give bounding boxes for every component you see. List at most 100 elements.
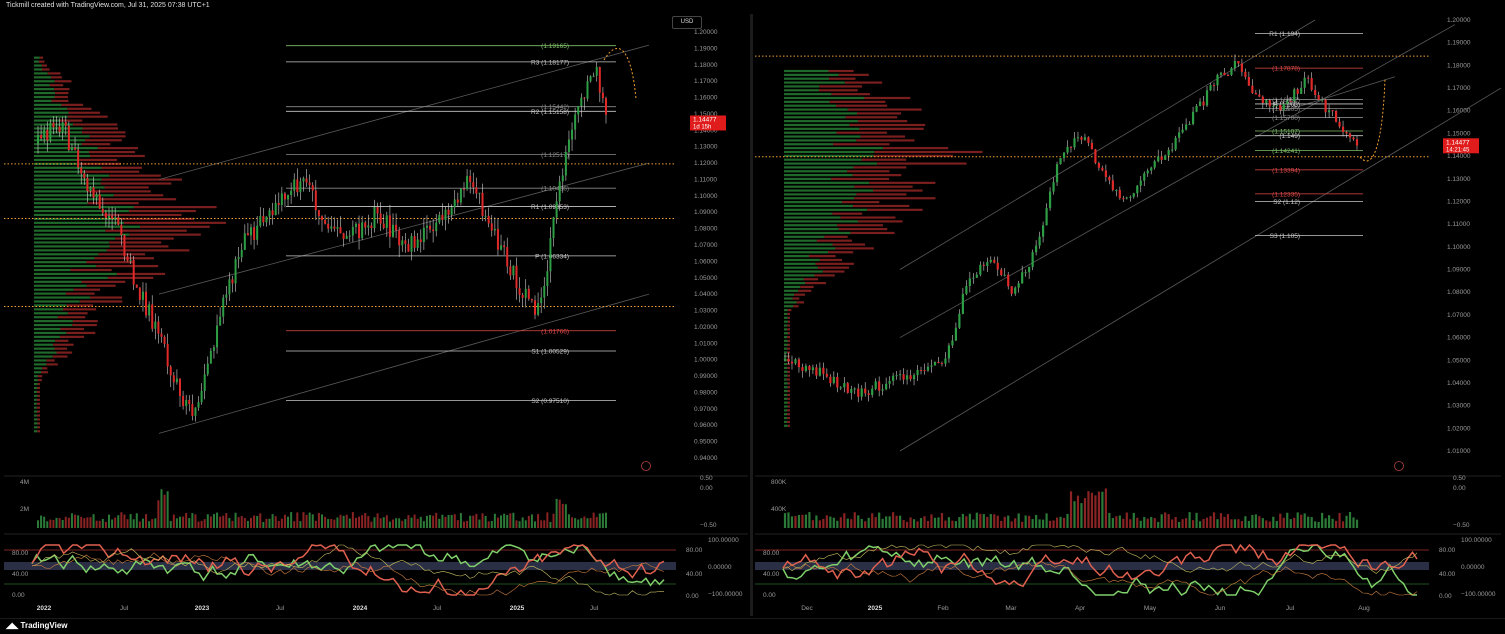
volume-bar (447, 514, 450, 528)
volume-bar (1327, 515, 1331, 528)
candle-body (571, 129, 574, 140)
candle-body (1164, 155, 1167, 160)
volume-profile-bar-up (784, 308, 788, 312)
candle-body (86, 177, 89, 192)
volume-profile-bar-up (34, 68, 43, 71)
volume-profile-bar-down (832, 243, 866, 246)
candle-body (151, 304, 154, 329)
time-axis-label: 2022 (37, 605, 52, 612)
level-label: R2 (1.15158) (531, 109, 569, 116)
volume-profile-bar-up (34, 268, 71, 272)
candle-body (982, 264, 985, 266)
volume-profile-bar-up (784, 293, 795, 296)
left-chart-panel[interactable]: USD 1.20000 1.19000 1.18000 1.17000 1.16000 1… (4, 14, 748, 616)
price-axis-label: 1.11000 (1447, 221, 1470, 228)
candle-body (1338, 121, 1341, 127)
volume-profile-bar-up (34, 320, 73, 323)
candle-body (965, 285, 968, 294)
volume-bar (940, 513, 944, 528)
candle-body (1069, 146, 1073, 148)
volume-bar (909, 517, 912, 528)
volume-profile-bar-up (784, 297, 793, 300)
right-chart-panel[interactable]: 1.20000 1.19000 1.18000 1.17000 1.16000 1.150… (755, 14, 1501, 616)
volume-bar (185, 512, 188, 528)
volume-bar (1132, 512, 1135, 528)
candle-body (108, 215, 110, 218)
volume-profile-bar-down (101, 166, 143, 169)
candle-body (546, 271, 549, 286)
candle-body (1014, 287, 1017, 294)
volume-bar (1125, 512, 1128, 528)
volume-bar (463, 521, 465, 528)
panel-divider[interactable] (750, 14, 753, 616)
candle-body (1048, 191, 1052, 209)
volume-profile-bar-down (845, 116, 898, 119)
volume-bar (586, 518, 589, 528)
price-axis-label: 1.17000 (1447, 85, 1471, 92)
candle-body (1028, 267, 1031, 273)
candle-body (234, 259, 237, 284)
currency-button[interactable]: USD (672, 16, 702, 29)
volume-profile-bar-down (842, 201, 880, 204)
volume-bar (212, 514, 215, 528)
volume-bar (305, 514, 308, 528)
left-chart-canvas[interactable]: 1.20000 1.19000 1.18000 1.17000 1.16000 1.150… (4, 14, 748, 616)
volume-profile-bar-down (100, 182, 172, 185)
volume-profile-bar-down (90, 154, 145, 158)
volume-bar (197, 521, 200, 528)
volume-profile-bar-up (784, 123, 850, 127)
volume-bar (104, 521, 107, 528)
volume-profile-bar-up (34, 119, 60, 122)
volume-profile-bar-down (786, 347, 790, 350)
candle-body (1041, 225, 1045, 237)
volume-bar (330, 519, 333, 528)
volume-bar (438, 518, 441, 528)
volume-profile-bar-down (96, 264, 159, 268)
level-label: (1.12517) (541, 152, 569, 159)
volume-bar (169, 521, 172, 528)
oscillator-line (782, 544, 1418, 574)
volume-profile-bar-up (34, 426, 38, 429)
candle-body (1334, 110, 1338, 122)
candle-body (441, 214, 444, 220)
volume-profile-bar-down (86, 261, 134, 264)
volume-profile-bar-down (840, 216, 896, 219)
volume-profile-bar-up (34, 367, 43, 370)
volume-profile-bar-down (133, 206, 217, 209)
volume-profile-bar-up (784, 177, 832, 181)
volume-profile-bar-down (787, 401, 790, 404)
candle-body (794, 359, 797, 364)
volume-profile-bar-up (34, 111, 69, 114)
candle-body (1021, 272, 1024, 284)
candle-body (185, 399, 188, 407)
volume-bar (818, 520, 821, 528)
candle-body (1174, 137, 1177, 150)
candle-body (1209, 85, 1212, 91)
candle-body (212, 347, 215, 351)
volume-bar (58, 518, 61, 528)
right-chart-canvas[interactable]: 1.20000 1.19000 1.18000 1.17000 1.16000 1.150… (755, 14, 1501, 616)
volume-profile-bar-down (37, 430, 40, 433)
volume-profile-bar-down (47, 72, 61, 75)
candle-body (145, 291, 148, 316)
candle-body (839, 387, 842, 389)
volume-profile-bar-down (109, 241, 162, 244)
candle-body (129, 259, 132, 261)
candle-body (268, 210, 271, 217)
volume-profile-bar-down (787, 328, 790, 331)
volume-bar (1055, 517, 1059, 528)
volume-profile-bar-down (81, 143, 111, 146)
volume-bar (555, 498, 558, 528)
volume-bar (74, 514, 77, 528)
price-axis-label: 1.20000 (694, 29, 718, 36)
price-axis-label: 1.03000 (694, 308, 718, 315)
volume-bar (1300, 514, 1303, 528)
candle-body (1216, 74, 1219, 86)
volume-bar (271, 514, 274, 528)
candle-body (558, 181, 561, 202)
volume-bar (456, 520, 459, 528)
volume-bar (80, 516, 83, 528)
candle-body (595, 67, 598, 76)
candle-body (459, 188, 462, 203)
volume-profile-bar-down (787, 316, 790, 319)
